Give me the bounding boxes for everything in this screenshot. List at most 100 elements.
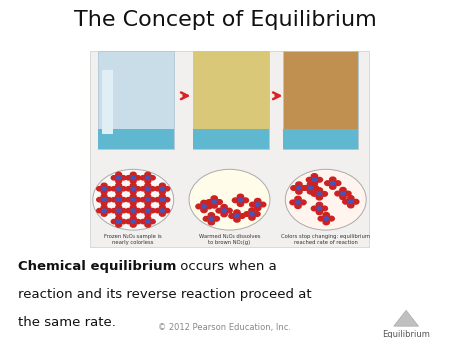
- Circle shape: [196, 204, 202, 209]
- Circle shape: [130, 183, 136, 188]
- Circle shape: [249, 208, 255, 213]
- Circle shape: [131, 220, 135, 223]
- Circle shape: [234, 210, 240, 215]
- Text: Equilibrium: Equilibrium: [382, 330, 430, 338]
- Circle shape: [145, 220, 150, 223]
- Text: © 2012 Pearson Education, Inc.: © 2012 Pearson Education, Inc.: [158, 323, 292, 332]
- Circle shape: [206, 200, 212, 204]
- Circle shape: [237, 194, 243, 199]
- Circle shape: [101, 212, 107, 216]
- Circle shape: [116, 183, 122, 188]
- Circle shape: [145, 216, 151, 220]
- Circle shape: [221, 204, 227, 209]
- Circle shape: [226, 208, 232, 213]
- Circle shape: [311, 192, 318, 196]
- Circle shape: [145, 198, 150, 201]
- Circle shape: [244, 212, 250, 216]
- Circle shape: [135, 176, 141, 180]
- Circle shape: [111, 219, 117, 224]
- Circle shape: [216, 208, 222, 213]
- Circle shape: [164, 187, 170, 191]
- Text: Chemical equilibrium: Chemical equilibrium: [18, 260, 176, 273]
- Circle shape: [145, 205, 151, 210]
- Circle shape: [316, 195, 323, 200]
- Circle shape: [101, 201, 107, 205]
- Circle shape: [101, 205, 107, 210]
- Circle shape: [145, 179, 151, 184]
- Circle shape: [216, 200, 222, 204]
- Circle shape: [260, 202, 266, 207]
- Circle shape: [130, 190, 136, 194]
- Circle shape: [229, 214, 235, 218]
- Circle shape: [316, 177, 323, 182]
- Circle shape: [120, 187, 126, 191]
- Circle shape: [345, 191, 351, 196]
- Circle shape: [140, 197, 146, 202]
- Circle shape: [120, 219, 126, 224]
- Circle shape: [145, 212, 151, 216]
- Circle shape: [201, 208, 207, 213]
- Circle shape: [149, 209, 155, 213]
- Circle shape: [117, 220, 121, 223]
- Circle shape: [301, 186, 307, 190]
- Circle shape: [317, 207, 322, 210]
- Circle shape: [111, 187, 117, 191]
- Circle shape: [102, 198, 106, 201]
- FancyBboxPatch shape: [90, 51, 369, 247]
- Circle shape: [117, 187, 121, 190]
- Circle shape: [312, 178, 317, 182]
- Circle shape: [145, 172, 151, 177]
- Circle shape: [160, 209, 165, 212]
- Circle shape: [135, 209, 141, 213]
- Circle shape: [117, 209, 121, 212]
- Circle shape: [159, 190, 165, 194]
- Circle shape: [159, 212, 165, 216]
- Circle shape: [130, 205, 136, 210]
- Circle shape: [126, 209, 132, 213]
- Circle shape: [145, 187, 150, 190]
- Circle shape: [349, 200, 353, 203]
- Circle shape: [329, 177, 336, 182]
- Circle shape: [311, 181, 318, 186]
- Circle shape: [101, 194, 107, 198]
- Circle shape: [340, 195, 346, 200]
- Text: Warmed N₂O₄ dissolves
to brown NO₂(g): Warmed N₂O₄ dissolves to brown NO₂(g): [199, 234, 260, 245]
- Circle shape: [211, 203, 217, 208]
- Circle shape: [213, 216, 220, 221]
- Circle shape: [255, 198, 261, 203]
- Circle shape: [145, 190, 151, 194]
- Circle shape: [131, 176, 135, 179]
- Circle shape: [221, 212, 227, 217]
- FancyBboxPatch shape: [283, 51, 358, 149]
- Circle shape: [160, 198, 165, 201]
- Circle shape: [149, 197, 155, 202]
- Circle shape: [255, 206, 261, 211]
- FancyBboxPatch shape: [99, 51, 174, 149]
- Circle shape: [145, 223, 151, 227]
- Circle shape: [285, 169, 366, 230]
- Circle shape: [116, 212, 122, 216]
- Circle shape: [140, 187, 146, 191]
- Circle shape: [159, 201, 165, 205]
- Circle shape: [117, 198, 121, 201]
- Circle shape: [295, 204, 301, 209]
- Circle shape: [237, 202, 243, 207]
- Circle shape: [317, 192, 322, 196]
- Circle shape: [329, 185, 336, 189]
- Circle shape: [145, 201, 151, 205]
- Circle shape: [208, 220, 215, 225]
- Circle shape: [290, 200, 296, 205]
- Circle shape: [311, 206, 318, 211]
- Circle shape: [131, 198, 135, 201]
- Circle shape: [209, 217, 214, 220]
- Circle shape: [117, 176, 121, 179]
- Circle shape: [130, 179, 136, 184]
- Circle shape: [164, 197, 170, 202]
- Circle shape: [131, 187, 135, 190]
- Circle shape: [348, 203, 354, 208]
- Circle shape: [102, 187, 106, 190]
- Circle shape: [296, 189, 302, 194]
- Text: the same rate.: the same rate.: [18, 316, 116, 329]
- FancyBboxPatch shape: [102, 70, 113, 134]
- Circle shape: [212, 200, 216, 204]
